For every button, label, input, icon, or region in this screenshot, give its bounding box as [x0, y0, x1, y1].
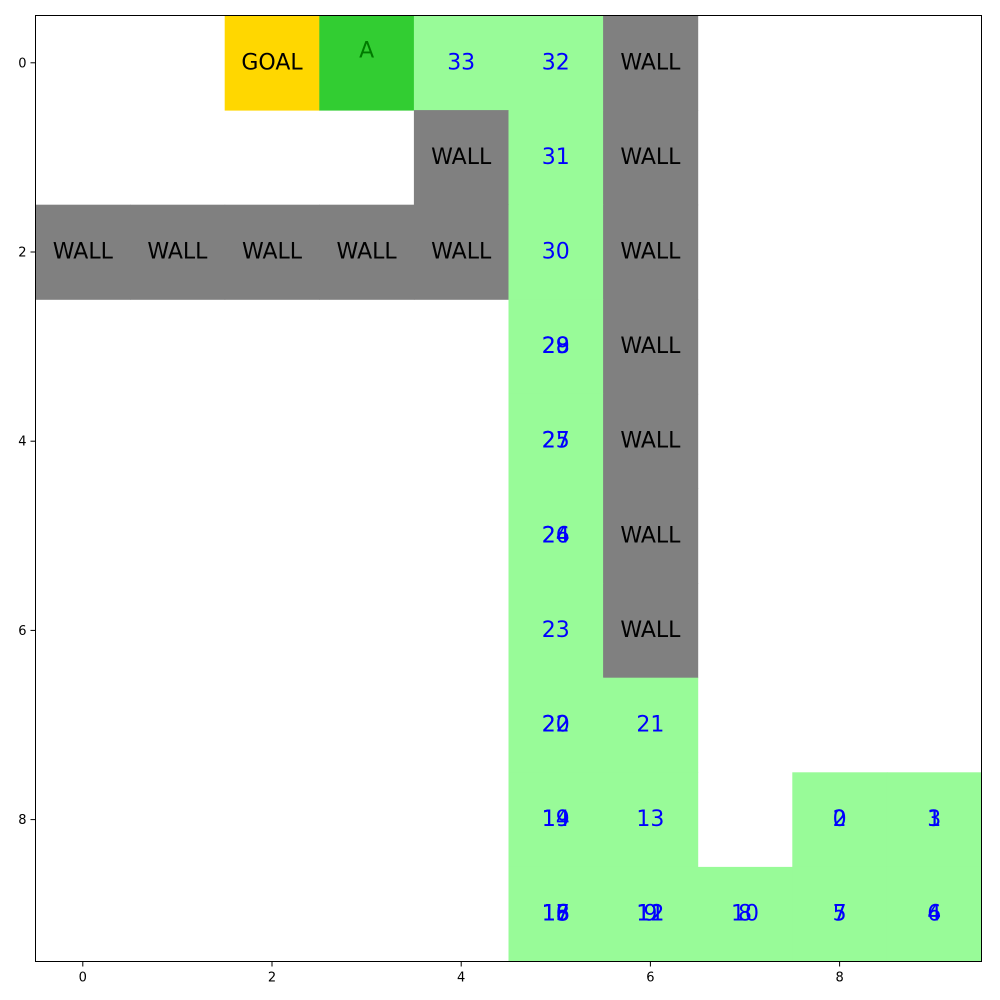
- step-number-label: 15: [542, 902, 570, 927]
- step-number-label: 25: [542, 429, 570, 454]
- wall-cell: [413, 110, 509, 206]
- step-number-label: 29: [542, 334, 570, 359]
- x-tick-label: 8: [835, 971, 843, 986]
- step-number-label: 28: [542, 334, 570, 359]
- step-number-label: 17: [542, 902, 570, 927]
- wall-label: WALL: [620, 523, 681, 548]
- wall-label: WALL: [337, 240, 398, 265]
- step-number-label: 33: [447, 50, 475, 75]
- wall-label: WALL: [620, 240, 681, 265]
- step-number-label: 32: [542, 50, 570, 75]
- step-number-label: 7: [833, 902, 847, 927]
- wall-cell: [603, 488, 699, 584]
- wall-label: WALL: [620, 50, 681, 75]
- step-number-label: 4: [927, 902, 941, 927]
- step-number-label: 16: [542, 902, 570, 927]
- step-number-label: 5: [833, 902, 847, 927]
- wall-cell: [603, 393, 699, 489]
- wall-cell: [224, 204, 320, 300]
- board-frame: [35, 15, 982, 962]
- x-tick-label: 0: [79, 971, 87, 986]
- step-number-label: 26: [542, 523, 570, 548]
- wall-cell: [603, 583, 699, 679]
- step-number-label: 27: [542, 429, 570, 454]
- path-cell: [508, 15, 604, 111]
- step-number-label: 19: [542, 807, 570, 832]
- path-cell: [508, 393, 604, 489]
- path-cell: [792, 772, 888, 868]
- wall-label: WALL: [620, 334, 681, 359]
- y-tick-label: 6: [18, 624, 26, 639]
- x-tick-label: 6: [646, 971, 654, 986]
- wall-label: WALL: [53, 240, 114, 265]
- step-number-label: 1: [927, 807, 941, 832]
- cells-layer: [35, 15, 982, 962]
- step-number-label: 10: [731, 902, 759, 927]
- wall-label: WALL: [242, 240, 303, 265]
- step-number-label: 13: [636, 807, 664, 832]
- step-number-label: 8: [738, 902, 752, 927]
- step-number-label: 14: [542, 807, 570, 832]
- agent-label: A: [359, 38, 374, 63]
- step-number-label: 9: [643, 902, 657, 927]
- step-number-label: 11: [636, 902, 664, 927]
- agent-cell: [319, 15, 415, 111]
- path-cell: [886, 772, 982, 868]
- wall-cell: [603, 110, 699, 206]
- path-cell: [508, 204, 604, 300]
- wall-label: WALL: [620, 618, 681, 643]
- wall-cell: [319, 204, 415, 300]
- path-cell: [413, 15, 509, 111]
- wall-label: WALL: [620, 429, 681, 454]
- goal-cell: [224, 15, 320, 111]
- wall-label: WALL: [147, 240, 208, 265]
- path-cell: [508, 772, 604, 868]
- path-cell: [508, 110, 604, 206]
- goal-label: GOAL: [241, 50, 303, 75]
- wall-cell: [35, 204, 131, 300]
- path-cell: [603, 866, 699, 962]
- path-cell: [508, 866, 604, 962]
- path-cell: [603, 772, 699, 868]
- wall-cell: [603, 204, 699, 300]
- step-number-label: 12: [636, 902, 664, 927]
- y-tick-label: 2: [18, 246, 26, 261]
- x-tick-label: 2: [268, 971, 276, 986]
- path-cell: [508, 677, 604, 773]
- wall-label: WALL: [431, 145, 492, 170]
- path-cell: [508, 583, 604, 679]
- path-cell: [603, 677, 699, 773]
- step-number-label: 30: [542, 240, 570, 265]
- step-number-label: 2: [833, 807, 847, 832]
- step-number-label: 31: [542, 145, 570, 170]
- step-number-label: 6: [927, 902, 941, 927]
- wall-label: WALL: [431, 240, 492, 265]
- wall-label: WALL: [620, 145, 681, 170]
- wall-cell: [603, 299, 699, 395]
- step-number-label: 20: [542, 713, 570, 738]
- y-tick-label: 4: [18, 435, 26, 450]
- step-number-label: 24: [542, 523, 570, 548]
- step-number-label: 22: [542, 713, 570, 738]
- path-cell: [697, 866, 793, 962]
- path-cell: [508, 488, 604, 584]
- step-number-label: 18: [542, 902, 570, 927]
- x-tick-label: 4: [457, 971, 465, 986]
- path-cell: [508, 299, 604, 395]
- step-number-label: 0: [833, 807, 847, 832]
- labels-layer: WALL WALL WALL WALL WALL WALL WALL WALL WALL WALL…: [53, 38, 941, 926]
- wall-cell: [130, 204, 226, 300]
- y-tick-label: 0: [18, 56, 26, 71]
- wall-cell: [603, 15, 699, 111]
- path-cell: [792, 866, 888, 962]
- step-number-label: 21: [636, 713, 664, 738]
- wall-cell: [413, 204, 509, 300]
- y-tick-label: 8: [18, 813, 26, 828]
- path-cell: [886, 866, 982, 962]
- step-number-label: 3: [927, 807, 941, 832]
- step-number-label: 23: [542, 618, 570, 643]
